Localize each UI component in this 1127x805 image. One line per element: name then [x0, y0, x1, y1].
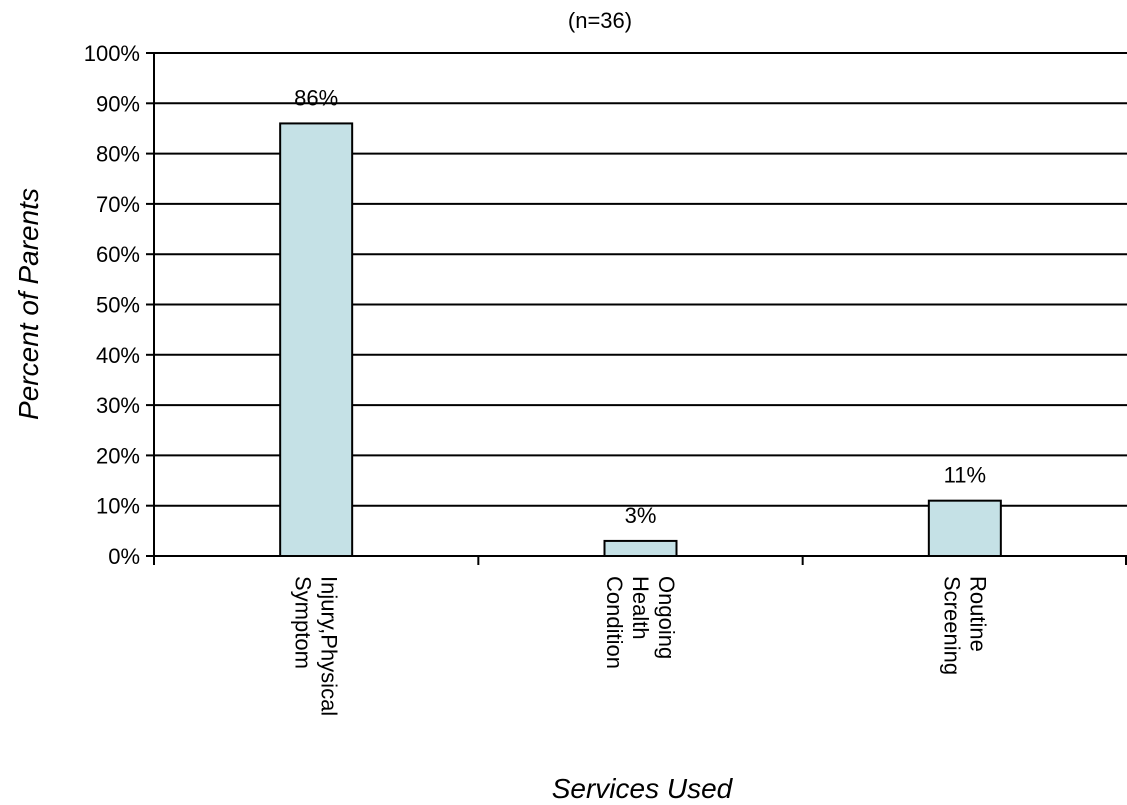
bar	[927, 499, 1002, 558]
x-axis-title: Services Used	[552, 773, 734, 804]
x-category-label-line: Symptom	[291, 576, 316, 669]
data-label: 3%	[625, 503, 657, 528]
x-category-label-line: Ongoing	[654, 576, 679, 659]
axes	[153, 53, 1127, 565]
data-label: 86%	[294, 85, 338, 110]
x-category-label-line: Screening	[939, 576, 964, 675]
x-category-label-line: Health	[628, 576, 653, 640]
y-tick-label: 60%	[96, 242, 140, 267]
bar	[279, 122, 354, 557]
y-axis-title: Percent of Parents	[13, 188, 44, 420]
chart-title: (n=36)	[568, 8, 632, 33]
y-tick-label: 20%	[96, 443, 140, 468]
x-category-label-line: Routine	[965, 576, 990, 652]
bar	[603, 539, 678, 557]
data-labels: 86% 3% 11%	[294, 85, 986, 527]
y-tick-label: 50%	[96, 293, 140, 318]
y-tick-label: 70%	[96, 192, 140, 217]
data-label: 11%	[944, 463, 986, 488]
y-tick-label: 90%	[96, 91, 140, 116]
x-category-label-line: Condition	[602, 576, 627, 669]
y-tick-label: 40%	[96, 343, 140, 368]
x-category-label-line: Injury,Physical	[317, 576, 342, 716]
y-tick-label: 100%	[84, 41, 140, 66]
y-tick-label: 80%	[96, 142, 140, 167]
y-tick-label: 30%	[96, 393, 140, 418]
y-axis-ticks: 0% 10% 20% 30% 40% 50% 60% 70% 80% 90% 100%	[84, 41, 154, 569]
y-tick-label: 10%	[96, 494, 140, 519]
bars	[279, 122, 1002, 558]
y-tick-label: 0%	[108, 544, 140, 569]
